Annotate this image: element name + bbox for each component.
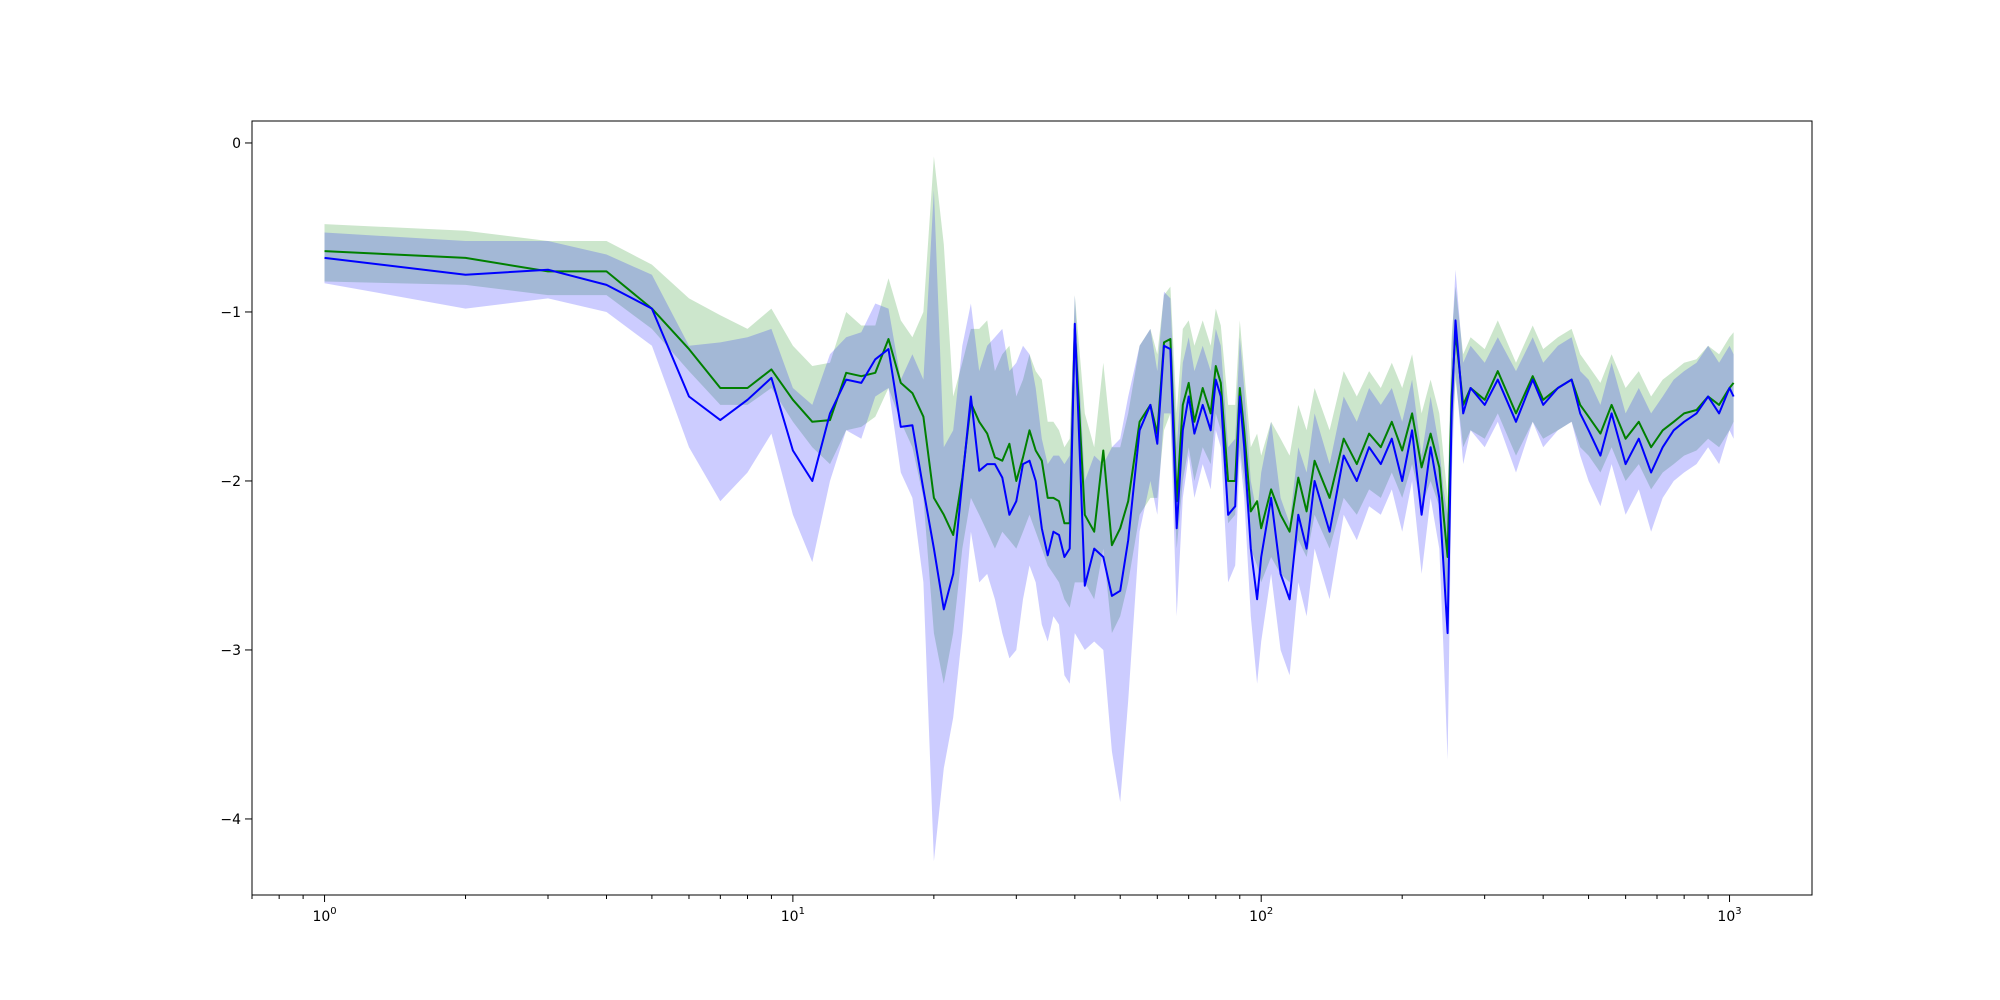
series-lines <box>324 250 1735 635</box>
confidence-bands <box>324 156 1734 862</box>
blue-line <box>324 256 1735 635</box>
green-band <box>324 156 1734 684</box>
x-tick-label: 103 <box>1717 906 1741 925</box>
x-tick-label: 101 <box>781 906 805 925</box>
y-tick-label: −2 <box>220 474 241 490</box>
y-axis: 0 −1 −2 −3 −4 <box>220 136 252 828</box>
y-tick-label: −4 <box>220 812 241 828</box>
y-tick-label: −3 <box>220 643 241 659</box>
x-tick-label: 100 <box>312 906 336 925</box>
green-line <box>324 250 1735 558</box>
y-tick-label: 0 <box>232 136 241 152</box>
x-tick-label: 102 <box>1249 906 1273 925</box>
plot-frame <box>251 120 1813 896</box>
y-tick-label: −1 <box>220 305 241 321</box>
blue-band <box>324 190 1734 862</box>
x-axis: 100 101 102 103 <box>251 895 1742 925</box>
